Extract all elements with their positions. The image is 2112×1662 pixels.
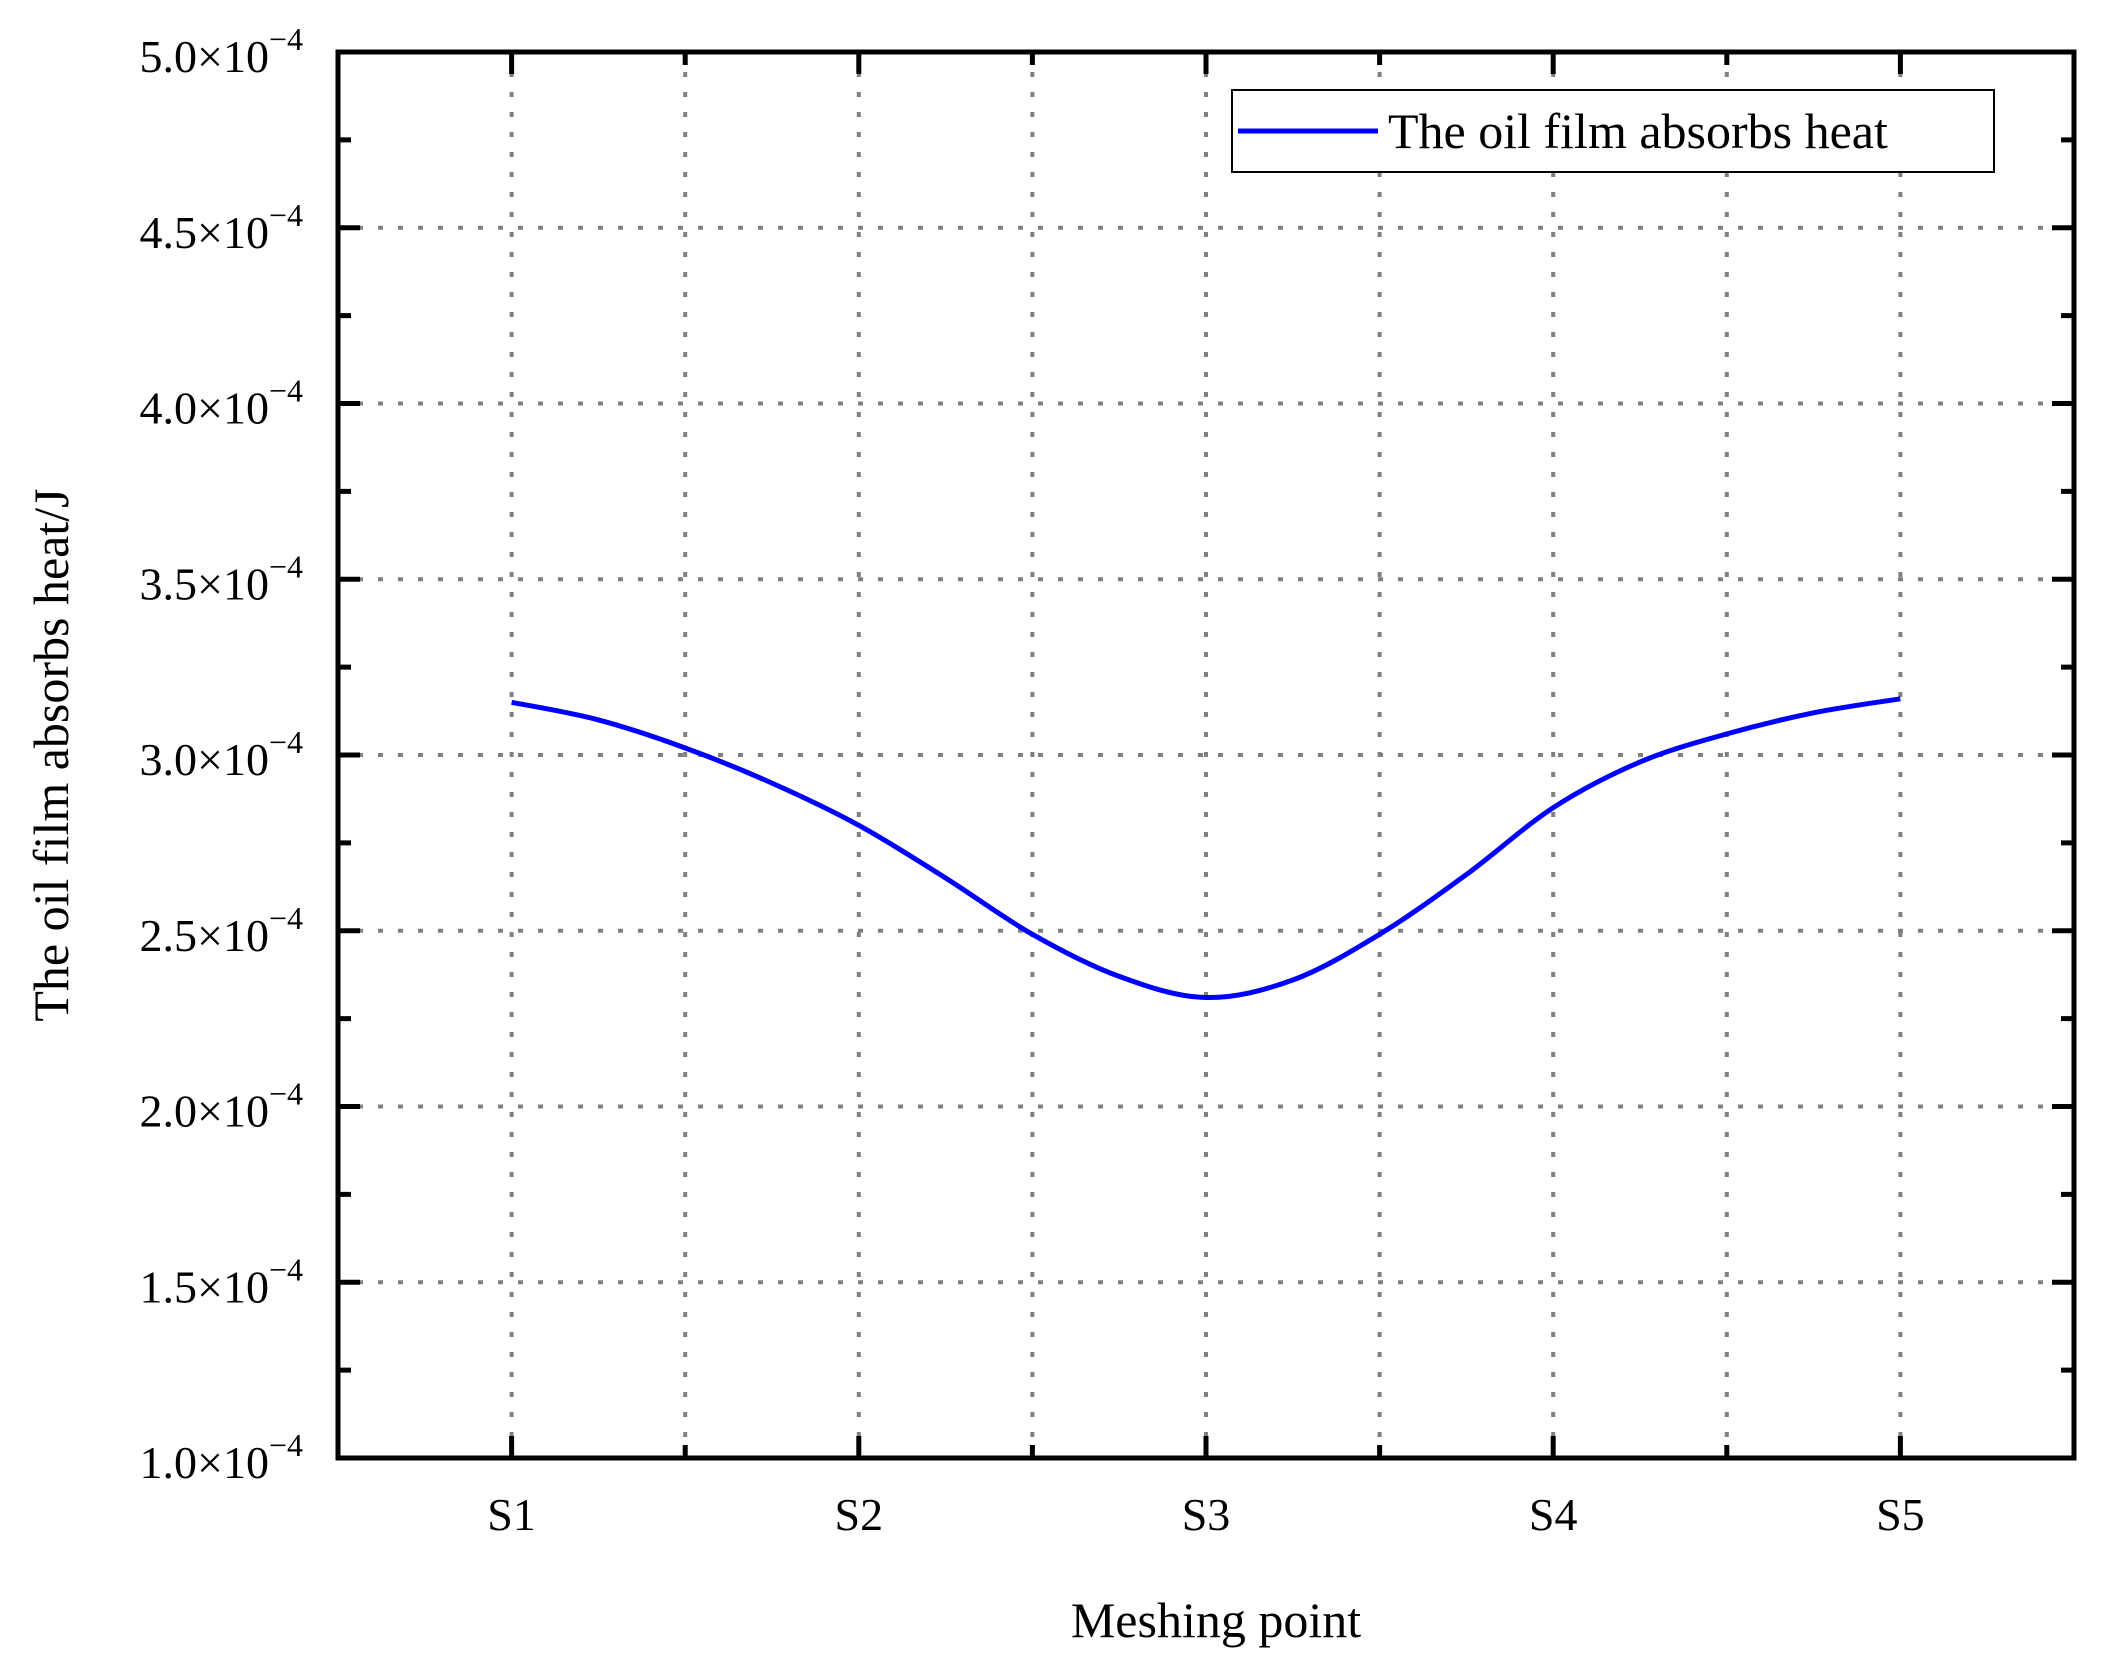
y-tick-label: 2.5×10−4 xyxy=(140,900,304,961)
series-layer xyxy=(511,696,1901,1001)
x-axis-title: Meshing point xyxy=(1071,1592,1361,1648)
x-tick-labels: S1 S2 S3 S4 S5 xyxy=(487,1489,1924,1540)
grid-lines xyxy=(338,52,2074,1458)
x-tick-label: S1 xyxy=(487,1489,536,1540)
y-tick-label: 2.0×10−4 xyxy=(140,1076,304,1137)
plot-frame xyxy=(335,49,2077,1461)
legend-label: The oil film absorbs heat xyxy=(1388,103,1888,159)
y-tick-labels: 1.0×10−4 1.5×10−4 2.0×10−4 2.5×10−4 3.0×10−4… xyxy=(140,21,304,1488)
x-tick-label: S4 xyxy=(1529,1489,1578,1540)
y-tick-label: 5.0×10−4 xyxy=(140,21,304,82)
y-tick-label: 3.0×10−4 xyxy=(140,724,304,785)
x-tick-label: S2 xyxy=(835,1489,884,1540)
y-tick-label: 1.0×10−4 xyxy=(140,1427,304,1488)
legend: The oil film absorbs heat xyxy=(1231,89,1995,173)
y-axis-title: The oil film absorbs heat/J xyxy=(23,488,79,1021)
y-tick-label: 4.0×10−4 xyxy=(140,373,304,434)
x-tick-label: S5 xyxy=(1876,1489,1925,1540)
y-tick-label: 3.5×10−4 xyxy=(140,548,304,609)
y-tick-label: 1.5×10−4 xyxy=(140,1251,304,1312)
series-line xyxy=(511,696,1901,1001)
y-tick-label: 4.5×10−4 xyxy=(140,197,304,258)
x-tick-label: S3 xyxy=(1182,1489,1231,1540)
